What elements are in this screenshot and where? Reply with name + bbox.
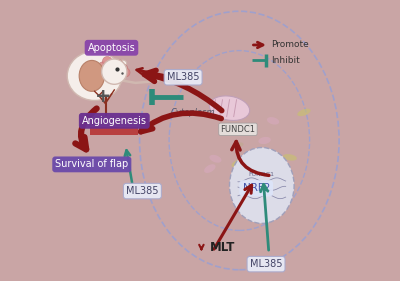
Ellipse shape — [258, 137, 271, 144]
Ellipse shape — [267, 117, 279, 124]
Circle shape — [118, 64, 128, 74]
Ellipse shape — [235, 142, 244, 147]
Text: MLT: MLT — [210, 241, 235, 254]
Circle shape — [121, 68, 130, 77]
Text: Cytoplasm: Cytoplasm — [171, 108, 215, 117]
Text: Survival of flap: Survival of flap — [55, 159, 128, 169]
Text: Angiogenesis: Angiogenesis — [82, 116, 147, 126]
Text: ML385: ML385 — [167, 72, 199, 82]
Text: Inhibit: Inhibit — [271, 56, 300, 65]
Text: ML385: ML385 — [250, 259, 282, 269]
Ellipse shape — [79, 60, 104, 91]
Circle shape — [102, 56, 112, 66]
Ellipse shape — [209, 96, 250, 121]
Ellipse shape — [232, 159, 244, 167]
Text: FUNDC1: FUNDC1 — [249, 172, 275, 177]
Ellipse shape — [283, 154, 297, 161]
Ellipse shape — [230, 148, 294, 223]
Ellipse shape — [204, 164, 216, 173]
Ellipse shape — [119, 60, 127, 66]
Ellipse shape — [209, 155, 222, 163]
Circle shape — [112, 68, 123, 79]
Ellipse shape — [67, 51, 122, 101]
Text: NRF2: NRF2 — [242, 183, 270, 193]
Circle shape — [101, 65, 114, 78]
Circle shape — [106, 60, 117, 71]
Text: Promote: Promote — [271, 40, 308, 49]
Text: +: + — [95, 87, 111, 106]
Ellipse shape — [297, 109, 311, 116]
Ellipse shape — [219, 105, 231, 114]
Circle shape — [98, 62, 108, 72]
Circle shape — [114, 60, 124, 70]
Text: ML385: ML385 — [126, 186, 159, 196]
FancyBboxPatch shape — [90, 127, 138, 135]
Text: FUNDC1: FUNDC1 — [220, 125, 256, 134]
Circle shape — [102, 59, 127, 84]
Text: Apoptosis: Apoptosis — [88, 43, 135, 53]
